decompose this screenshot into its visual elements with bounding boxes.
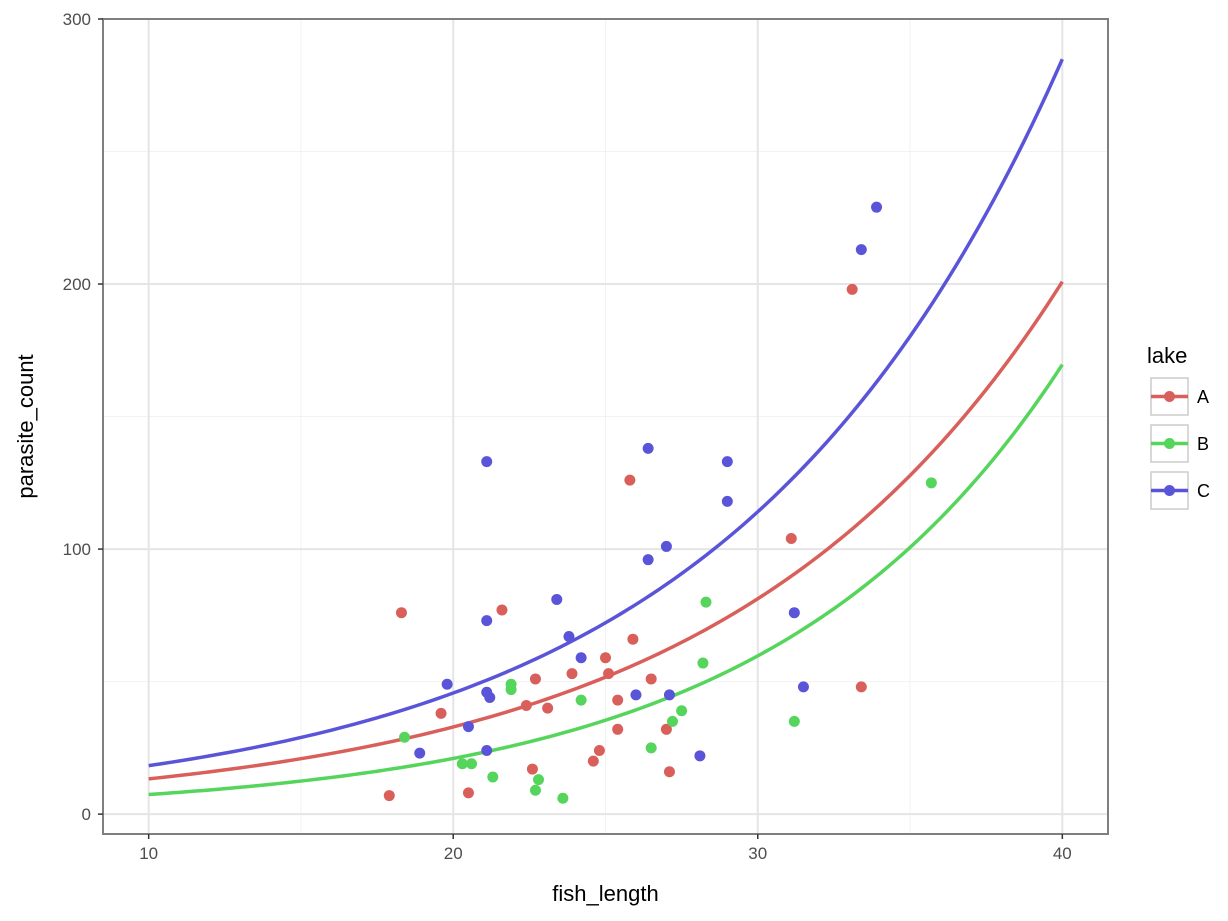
point-c bbox=[441, 678, 453, 690]
point-a bbox=[663, 766, 675, 778]
point-b bbox=[557, 792, 569, 804]
data-points bbox=[383, 201, 937, 804]
point-b bbox=[505, 678, 517, 690]
point-a bbox=[542, 702, 554, 714]
axes: 10 20 30 40 0 100 200 300 bbox=[63, 10, 1072, 863]
point-c bbox=[484, 692, 496, 704]
legend-key-point bbox=[1164, 391, 1175, 402]
point-b bbox=[667, 715, 678, 727]
legend-item-a: A bbox=[1150, 377, 1209, 416]
point-b bbox=[925, 477, 937, 489]
point-a bbox=[627, 633, 639, 645]
point-c bbox=[660, 540, 672, 552]
x-tick-label: 40 bbox=[1053, 844, 1072, 863]
point-c bbox=[575, 652, 587, 664]
point-a bbox=[462, 787, 474, 799]
point-a bbox=[612, 694, 624, 706]
point-c bbox=[694, 750, 706, 762]
point-a bbox=[496, 604, 508, 616]
point-a bbox=[566, 668, 578, 680]
point-b bbox=[466, 758, 477, 770]
y-tick-label: 300 bbox=[63, 10, 91, 29]
y-axis-title: parasite_count bbox=[13, 354, 38, 498]
point-b bbox=[575, 694, 587, 706]
point-a bbox=[587, 755, 599, 767]
point-a bbox=[846, 283, 858, 295]
point-b bbox=[456, 758, 468, 770]
legend-label: B bbox=[1197, 434, 1209, 454]
point-c bbox=[414, 747, 426, 759]
point-c bbox=[871, 201, 883, 213]
point-c bbox=[481, 615, 493, 627]
legend-key-point bbox=[1164, 438, 1175, 449]
point-a bbox=[435, 707, 447, 719]
point-c bbox=[855, 244, 867, 256]
panel-border bbox=[102, 18, 1109, 835]
x-tick-label: 20 bbox=[444, 844, 463, 863]
legend-label: A bbox=[1197, 387, 1209, 407]
point-c bbox=[721, 495, 733, 507]
point-c bbox=[481, 456, 493, 468]
y-tick-label: 0 bbox=[82, 805, 91, 824]
point-a bbox=[526, 763, 538, 775]
point-c bbox=[797, 681, 809, 693]
legend-title: lake bbox=[1147, 343, 1187, 368]
curve-b bbox=[148, 363, 1064, 797]
point-c bbox=[788, 607, 800, 619]
y-tick-label: 200 bbox=[63, 275, 91, 294]
point-a bbox=[785, 532, 797, 544]
legend: lake A B C bbox=[1147, 343, 1210, 510]
point-c bbox=[642, 442, 654, 454]
legend-item-c: C bbox=[1150, 471, 1210, 510]
point-a bbox=[529, 673, 541, 685]
point-c bbox=[663, 689, 675, 701]
point-b bbox=[697, 657, 709, 669]
y-tick-label: 100 bbox=[63, 540, 91, 559]
curve-c bbox=[148, 58, 1064, 768]
point-b bbox=[700, 596, 712, 608]
point-b bbox=[487, 771, 499, 783]
point-b bbox=[399, 731, 410, 743]
legend-label: C bbox=[1197, 481, 1210, 501]
point-a bbox=[395, 607, 407, 619]
minor-gridlines bbox=[103, 19, 1108, 834]
point-a bbox=[593, 745, 605, 757]
point-c bbox=[642, 554, 654, 566]
point-c bbox=[563, 631, 575, 643]
point-a bbox=[855, 681, 867, 693]
point-a bbox=[520, 699, 532, 711]
legend-item-b: B bbox=[1150, 424, 1209, 463]
point-b bbox=[533, 774, 544, 786]
plot-panel bbox=[102, 18, 1109, 835]
point-b bbox=[676, 705, 688, 717]
point-c bbox=[630, 689, 642, 701]
point-c bbox=[551, 593, 563, 605]
point-a bbox=[624, 474, 636, 486]
point-b bbox=[788, 715, 800, 727]
point-c bbox=[462, 721, 474, 733]
point-a bbox=[600, 652, 611, 664]
point-a bbox=[603, 668, 615, 680]
point-b bbox=[529, 784, 541, 796]
point-c bbox=[721, 456, 733, 468]
point-a bbox=[612, 723, 624, 735]
point-c bbox=[481, 745, 493, 757]
x-tick-label: 30 bbox=[748, 844, 767, 863]
x-axis-title: fish_length bbox=[552, 881, 658, 906]
point-a bbox=[383, 790, 395, 802]
point-a bbox=[660, 723, 672, 735]
point-a bbox=[645, 673, 657, 685]
point-b bbox=[645, 742, 657, 754]
legend-key-point bbox=[1164, 485, 1175, 496]
x-tick-label: 10 bbox=[139, 844, 158, 863]
